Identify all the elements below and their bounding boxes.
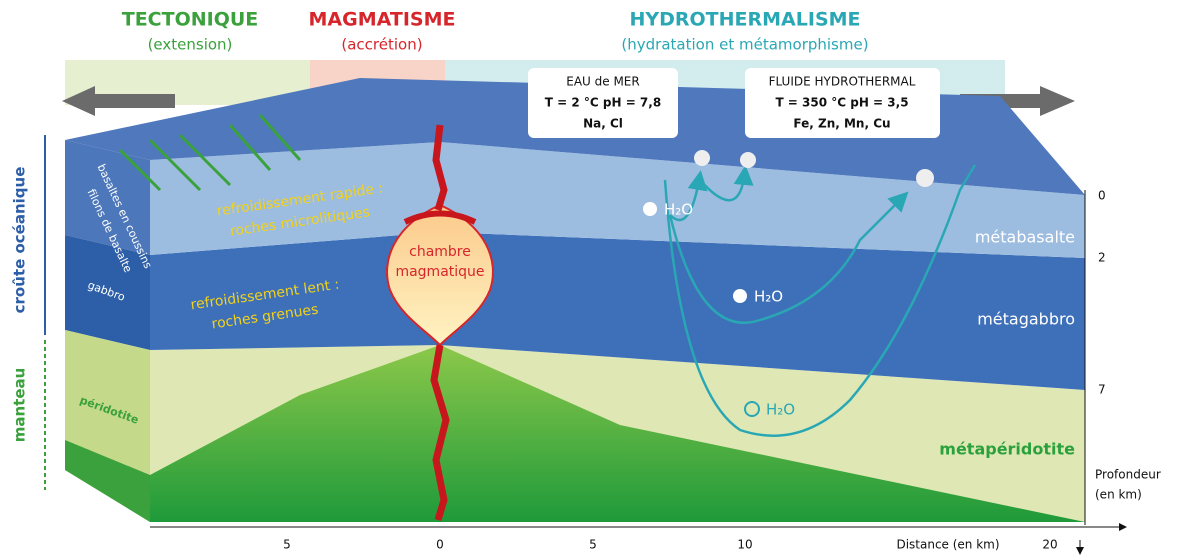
fluid-path <box>663 164 977 437</box>
info-box <box>528 68 678 138</box>
depth-tick: 0 <box>1098 189 1106 203</box>
side-peridotite-deep <box>65 440 150 522</box>
basalt-layer <box>150 142 1085 258</box>
plus-icon <box>744 401 760 417</box>
box-line: FLUIDE HYDROTHERMAL <box>769 75 916 89</box>
depth-label: Profondeur <box>1095 468 1161 482</box>
distance-tick: 10 <box>737 538 752 552</box>
depth-tick: 7 <box>1098 383 1106 397</box>
side-gabbro <box>65 235 150 350</box>
fluid-path <box>669 170 708 222</box>
distance-tick: 5 <box>589 538 597 552</box>
box-line: EAU de MER <box>566 75 639 89</box>
plus-icon <box>733 289 747 303</box>
mantle-mound <box>150 345 1085 522</box>
extension-arrow <box>62 86 175 116</box>
distance-tick: 0 <box>436 538 444 552</box>
header-title: MAGMATISME <box>309 9 456 31</box>
chamber-label: magmatique <box>395 264 484 280</box>
smoker <box>694 150 710 166</box>
distance-tick: 5 <box>283 538 291 552</box>
water-label: H₂O <box>664 201 693 219</box>
fluid-path <box>668 191 909 325</box>
dyke <box>430 124 450 522</box>
crust-label: croûte océanique <box>11 167 29 314</box>
box-line: Na, Cl <box>583 117 623 131</box>
smoker <box>740 152 756 168</box>
layer-label: métabasalte <box>975 228 1075 247</box>
extension-arrow <box>960 86 1075 116</box>
side-basalt <box>65 140 150 255</box>
depth-tick: 2 <box>1098 251 1106 265</box>
distance-label: Distance (en km) <box>896 538 999 552</box>
smoker <box>916 169 934 187</box>
box-line: T = 350 °C pH = 3,5 <box>775 96 908 110</box>
layer-label: métagabbro <box>977 310 1075 329</box>
header-subtitle: (hydratation et métamorphisme) <box>621 36 868 54</box>
layer-label: métapéridotite <box>939 440 1075 459</box>
header-subtitle: (extension) <box>148 36 233 54</box>
header-title: TECTONIQUE <box>122 9 259 31</box>
mantle-label: manteau <box>11 368 29 443</box>
depth-label: (en km) <box>1095 488 1142 502</box>
plus-icon <box>643 202 657 216</box>
water-label: H₂O <box>766 401 795 419</box>
fault-marks <box>118 114 302 192</box>
header-title: HYDROTHERMALISME <box>629 9 860 31</box>
water-label: H₂O <box>754 288 783 306</box>
info-box <box>745 68 940 138</box>
box-line: T = 2 °C pH = 7,8 <box>545 96 661 110</box>
chamber-label: chambre <box>409 244 471 260</box>
distance-tick: 20 <box>1042 538 1057 552</box>
fluid-path <box>699 165 754 202</box>
box-line: Fe, Zn, Mn, Cu <box>793 117 890 131</box>
gabbro-layer <box>150 232 1085 390</box>
dyke-top <box>403 210 477 225</box>
header-subtitle: (accrétion) <box>341 36 422 54</box>
